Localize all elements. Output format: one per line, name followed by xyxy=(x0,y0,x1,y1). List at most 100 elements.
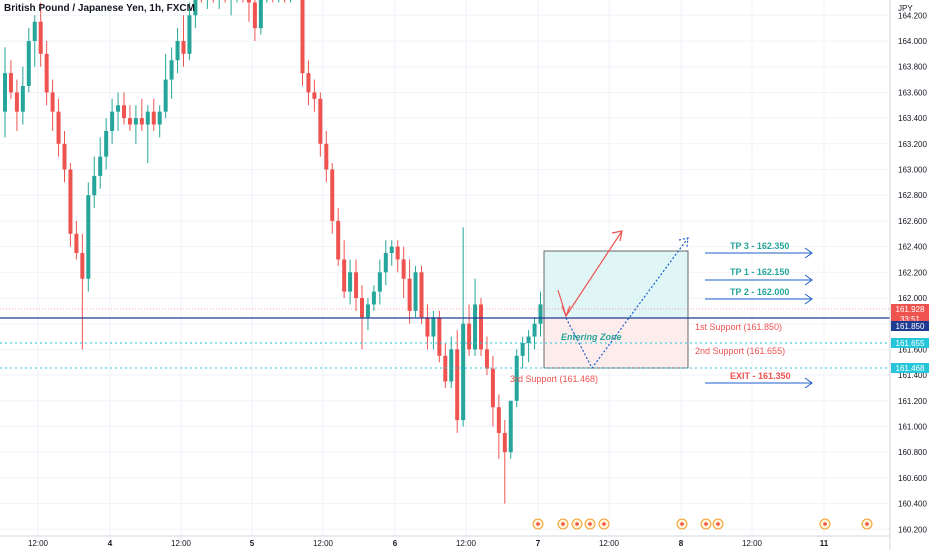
candle-body xyxy=(151,111,156,125)
candle-body xyxy=(461,323,466,421)
candle-body xyxy=(360,298,364,318)
price-tick-label: 164.000 xyxy=(898,37,927,46)
candle-body xyxy=(127,118,132,125)
candle-body xyxy=(175,41,180,61)
candle-body xyxy=(377,272,382,292)
price-badge-value: 161.850 xyxy=(896,322,925,331)
candle-body xyxy=(502,432,507,453)
price-tick-label: 161.200 xyxy=(898,397,927,406)
candle-body xyxy=(133,118,138,125)
event-marker-dot xyxy=(680,522,684,526)
price-tick-label: 162.400 xyxy=(898,243,927,252)
candle-body xyxy=(449,349,454,382)
candle-body xyxy=(425,317,430,337)
candle-body xyxy=(342,259,347,292)
time-tick-label: 12:00 xyxy=(599,539,620,548)
time-tick-label: 8 xyxy=(679,539,684,548)
candle-body xyxy=(157,111,162,125)
price-tick-label: 160.200 xyxy=(898,525,927,534)
candle-body xyxy=(473,304,478,350)
candle-body xyxy=(407,278,412,311)
event-marker-dot xyxy=(704,522,708,526)
candle-body xyxy=(110,111,115,131)
event-marker-dot xyxy=(716,522,720,526)
price-tick-label: 163.600 xyxy=(898,88,927,97)
candle-body xyxy=(62,143,67,170)
time-tick-label: 12:00 xyxy=(456,539,477,548)
candle-body xyxy=(514,355,519,401)
event-marker-dot xyxy=(588,522,592,526)
target-zone xyxy=(543,250,689,319)
candle-body xyxy=(479,304,483,350)
candle-body xyxy=(419,272,424,318)
tp1-label: TP 1 - 162.150 xyxy=(730,267,789,277)
time-tick-label: 11 xyxy=(820,539,829,548)
candle-body xyxy=(455,349,460,421)
time-tick-label: 7 xyxy=(536,539,541,548)
candle-body xyxy=(145,111,150,125)
candle-body xyxy=(300,0,305,74)
candle-body xyxy=(246,0,251,3)
candle-body xyxy=(490,368,495,408)
currency-label: JPY xyxy=(898,4,913,13)
candle-body xyxy=(526,336,531,343)
time-tick-label: 5 xyxy=(250,539,255,548)
candle-body xyxy=(26,41,31,86)
candle-body xyxy=(443,355,448,382)
price-badge xyxy=(891,321,929,331)
event-marker-dot xyxy=(823,522,827,526)
time-tick-label: 12:00 xyxy=(28,539,49,548)
candle-body xyxy=(324,143,329,170)
time-tick-label: 12:00 xyxy=(313,539,334,548)
price-tick-label: 163.400 xyxy=(898,114,927,123)
time-axis-labels: 12:00 4 12:00 5 12:00 6 12:00 7 12:00 8 12:00 11 xyxy=(28,539,829,548)
price-tick-label: 161.000 xyxy=(898,423,927,432)
support3-label: 3rd Support (161.468) xyxy=(510,374,598,384)
price-tick-label: 162.800 xyxy=(898,191,927,200)
candle-body xyxy=(371,291,376,305)
candle-body xyxy=(122,105,126,119)
candle-body xyxy=(354,272,359,298)
candle-body xyxy=(86,195,91,279)
candle-body xyxy=(520,342,525,356)
candle-body xyxy=(306,73,311,93)
candle-body xyxy=(252,2,257,29)
price-badge xyxy=(891,338,929,348)
candle-body xyxy=(318,98,323,144)
candle-body xyxy=(181,41,186,54)
candle-body xyxy=(187,15,192,54)
time-tick-label: 6 xyxy=(393,539,398,548)
candle-body xyxy=(496,407,501,433)
price-tick-label: 162.600 xyxy=(898,217,927,226)
blue-projection-arrow xyxy=(565,237,689,370)
candle-body xyxy=(74,233,79,254)
candle-body xyxy=(401,259,406,279)
candle-body xyxy=(348,272,353,292)
candle-body xyxy=(437,317,442,356)
candle-body xyxy=(116,105,121,112)
candle-body xyxy=(98,156,103,176)
countdown-value: 33:51 xyxy=(900,315,921,324)
candle-body xyxy=(532,323,537,337)
candle-series xyxy=(3,0,567,504)
event-markers xyxy=(532,518,873,530)
candle-body xyxy=(32,21,37,41)
price-tick-label: 160.400 xyxy=(898,500,927,509)
price-tick-label: 162.000 xyxy=(898,294,927,303)
price-tick-label: 163.200 xyxy=(898,140,927,149)
price-tick-label: 163.000 xyxy=(898,166,927,175)
event-marker-dot xyxy=(865,522,869,526)
time-tick-label: 4 xyxy=(108,539,113,548)
time-tick-label: 12:00 xyxy=(742,539,763,548)
price-tick-label: 161.400 xyxy=(898,371,927,380)
candle-body xyxy=(163,79,168,112)
event-marker-dot xyxy=(561,522,565,526)
candle-body xyxy=(169,60,174,80)
price-badge xyxy=(891,363,929,373)
exit-label: EXIT - 161.350 xyxy=(730,371,791,381)
price-tick-label: 160.600 xyxy=(898,474,927,483)
candle-body xyxy=(330,169,335,221)
candle-body xyxy=(14,92,19,112)
